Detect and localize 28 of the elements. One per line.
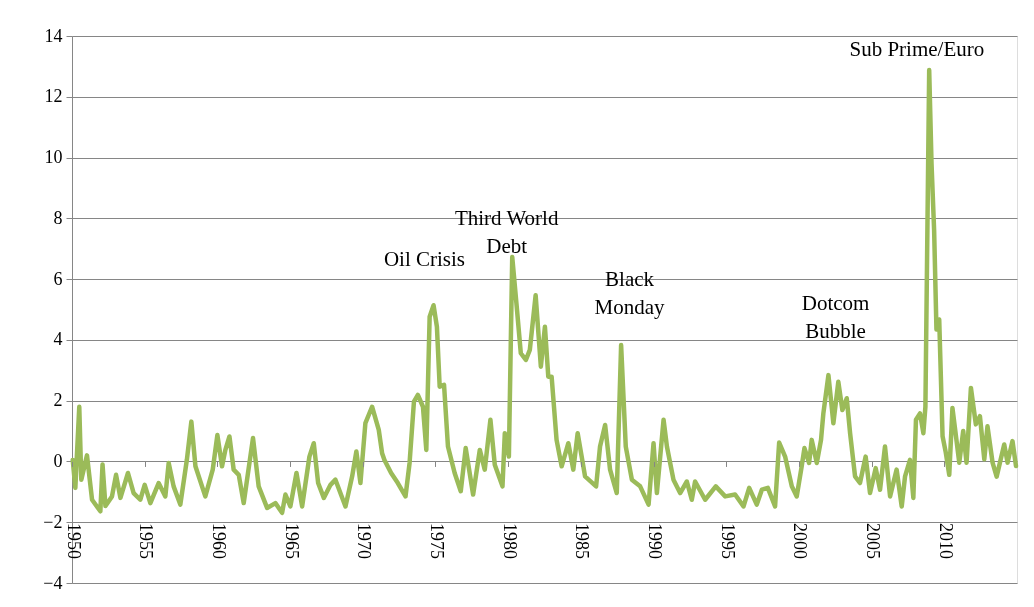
x-tick-label: 1950 — [63, 522, 84, 559]
y-tick-label: 8 — [53, 207, 63, 228]
y-tick-label: 2 — [53, 390, 63, 411]
x-tick-label: 2005 — [863, 522, 884, 559]
y-tick-label: 0 — [53, 450, 63, 471]
y-tick-label: −4 — [43, 572, 63, 593]
x-tick-label: 1980 — [499, 522, 520, 559]
y-tick-label: 6 — [53, 268, 63, 289]
y-tick-label: 4 — [53, 329, 63, 350]
y-tick-label: 10 — [44, 147, 63, 168]
x-tick-label: 2000 — [790, 522, 811, 559]
x-tick-label: 1965 — [281, 522, 302, 559]
x-tick-label: 1970 — [354, 522, 375, 559]
x-tick-label: 2010 — [935, 522, 956, 559]
annotation: Sub Prime/Euro — [849, 37, 985, 62]
x-tick-label: 1995 — [717, 522, 738, 559]
x-tick-label: 1960 — [208, 522, 229, 559]
x-tick-label: 1955 — [136, 522, 157, 559]
y-tick-label: −2 — [43, 511, 63, 532]
y-tick-label: 12 — [44, 86, 63, 107]
annotation: Oil Crisis — [383, 247, 466, 272]
annotation: Dotcom Bubble — [801, 291, 870, 344]
x-tick-label: 1990 — [645, 522, 666, 559]
x-tick-label: 1975 — [426, 522, 447, 559]
y-tick-label: 14 — [44, 25, 63, 46]
x-tick-label: 1985 — [572, 522, 593, 559]
line-series — [70, 67, 1019, 516]
annotation: Black Monday — [594, 266, 666, 319]
